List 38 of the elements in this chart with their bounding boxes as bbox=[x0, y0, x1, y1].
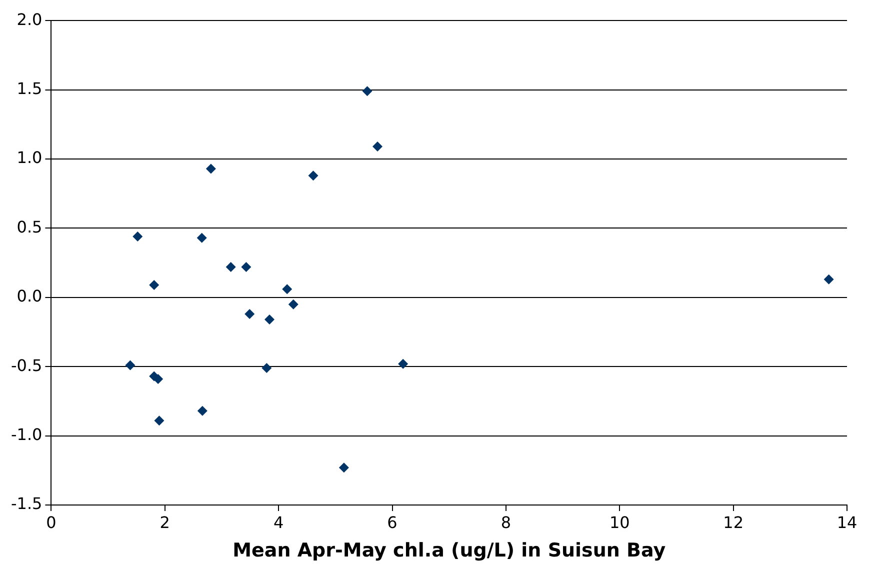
point bbox=[398, 358, 408, 369]
x-tick-label: 8 bbox=[500, 512, 512, 532]
x-tick-label: 0 bbox=[46, 512, 56, 532]
point bbox=[154, 416, 164, 426]
point bbox=[824, 274, 834, 284]
x-tick-label: 6 bbox=[387, 512, 398, 532]
point bbox=[153, 374, 164, 384]
point bbox=[244, 309, 255, 320]
y-tick-label: 1.0 bbox=[16, 148, 42, 168]
y-tick-label: 2.0 bbox=[16, 10, 42, 29]
x-tick-label: 4 bbox=[273, 512, 284, 532]
point bbox=[262, 362, 272, 373]
point bbox=[196, 232, 207, 243]
y-tick-label: 0.0 bbox=[16, 286, 42, 306]
y-tick-label: 1.5 bbox=[16, 78, 42, 98]
x-tick-label: 14 bbox=[836, 512, 858, 532]
point bbox=[338, 462, 349, 473]
point bbox=[241, 262, 252, 272]
y-tick-label: -1.0 bbox=[11, 424, 42, 444]
point bbox=[149, 280, 160, 290]
point bbox=[197, 406, 208, 416]
point bbox=[125, 360, 136, 370]
y-tick-label: -1.5 bbox=[11, 494, 42, 514]
point bbox=[372, 142, 382, 152]
point bbox=[282, 284, 292, 294]
x-tick-label: 12 bbox=[723, 512, 744, 532]
y-tick-label: 0.5 bbox=[16, 217, 42, 236]
x-tick-label: 10 bbox=[609, 512, 630, 532]
x-axis-title: Mean Apr-May chl.a (ug/L) in Suisun Bay bbox=[232, 540, 666, 562]
point bbox=[206, 164, 216, 174]
point bbox=[264, 314, 274, 325]
point bbox=[308, 170, 318, 181]
y-tick-label: -0.5 bbox=[11, 356, 42, 375]
point bbox=[226, 262, 236, 272]
point bbox=[288, 299, 298, 310]
x-tick-label: 2 bbox=[160, 512, 170, 532]
point bbox=[362, 86, 372, 96]
point bbox=[132, 232, 143, 242]
